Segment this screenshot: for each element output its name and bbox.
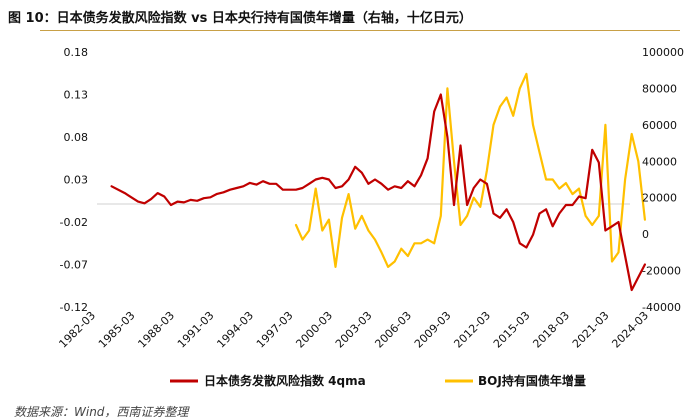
y-right-tick-label: 20000 (642, 192, 677, 205)
x-tick-label: 2009-03 (412, 309, 454, 351)
legend-label-2: BOJ持有国债年增量 (478, 373, 586, 388)
legend: 日本债务发散风险指数 4qma BOJ持有国债年增量 (170, 373, 586, 388)
x-tick-label: 2021-03 (570, 309, 612, 351)
x-tick-label: 2000-03 (293, 309, 335, 351)
x-tick-label: 1994-03 (214, 309, 256, 351)
y-right-tick-label: -20000 (642, 265, 681, 278)
source-note: 数据来源：Wind，西南证券整理 (14, 405, 189, 419)
x-tick-label: 2003-03 (333, 309, 375, 351)
y-right-tick-label: 60000 (642, 119, 677, 132)
y-left-tick-label: 0.18 (64, 46, 89, 59)
x-tick-label: 1991-03 (175, 309, 217, 351)
y-right-tick-label: -40000 (642, 301, 681, 314)
y-right-tick-label: 100000 (642, 46, 684, 59)
y-right-tick-label: 80000 (642, 82, 677, 95)
title-rule (40, 30, 680, 31)
x-tick-label: 1982-03 (56, 309, 98, 351)
x-tick-label: 1985-03 (96, 309, 138, 351)
series-line-1 (110, 93, 647, 292)
x-tick-label: 1988-03 (135, 309, 177, 351)
page-title: 图 10：日本债务发散风险指数 vs 日本央行持有国债年增量（右轴，十亿日元） (8, 11, 472, 26)
y-right-tick-label: 40000 (642, 155, 677, 168)
y-left-tick-label: -0.02 (60, 216, 88, 229)
y-left-tick-label: 0.13 (64, 89, 89, 102)
series-lines (110, 72, 647, 292)
y-left-tick-label: 0.03 (64, 174, 89, 187)
x-tick-label: 2024-03 (609, 309, 651, 351)
y-left-tick-label: -0.12 (60, 301, 88, 314)
x-tick-label: 1997-03 (254, 309, 296, 351)
series-line-2 (294, 72, 647, 268)
x-tick-label: 2015-03 (491, 309, 533, 351)
y-left-tick-label: 0.08 (64, 131, 89, 144)
y-left-tick-label: -0.07 (60, 259, 88, 272)
y-right-tick-label: 0 (642, 228, 649, 241)
x-tick-label: 2012-03 (451, 309, 493, 351)
x-tick-label: 2018-03 (530, 309, 572, 351)
legend-label-1: 日本债务发散风险指数 4qma (204, 373, 366, 388)
x-tick-label: 2006-03 (372, 309, 414, 351)
